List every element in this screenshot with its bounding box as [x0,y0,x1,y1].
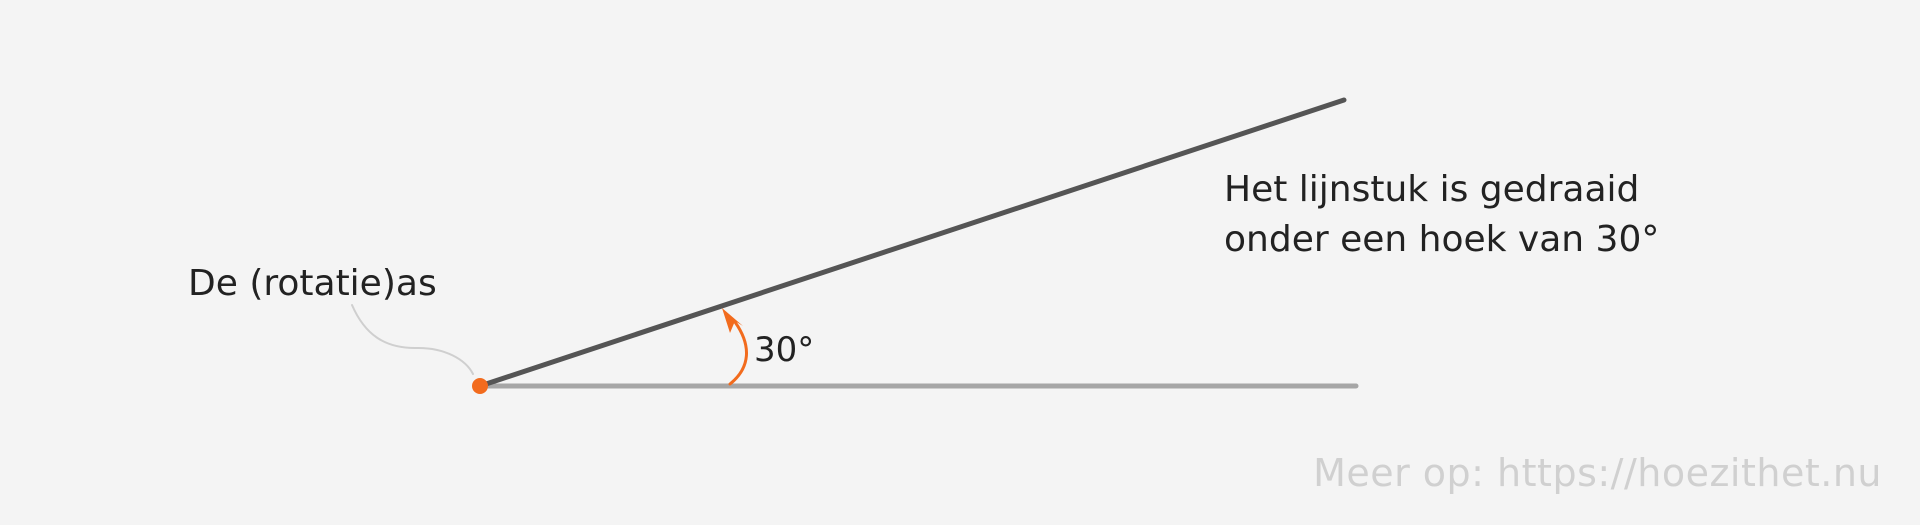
axis-pointer-line [351,304,474,375]
angle-label: 30° [754,330,814,370]
axis-label: De (rotatie)as [188,263,437,304]
rotated-segment [477,97,1347,389]
description-line-1: Het lijnstuk is gedraaid [1224,169,1639,210]
watermark: Meer op: https://hoezithet.nu [1313,451,1882,495]
angle-arc [728,320,748,386]
angle-arrowhead-icon [722,308,743,333]
rotation-point [472,378,488,394]
description-line-2: onder een hoek van 30° [1224,219,1659,260]
